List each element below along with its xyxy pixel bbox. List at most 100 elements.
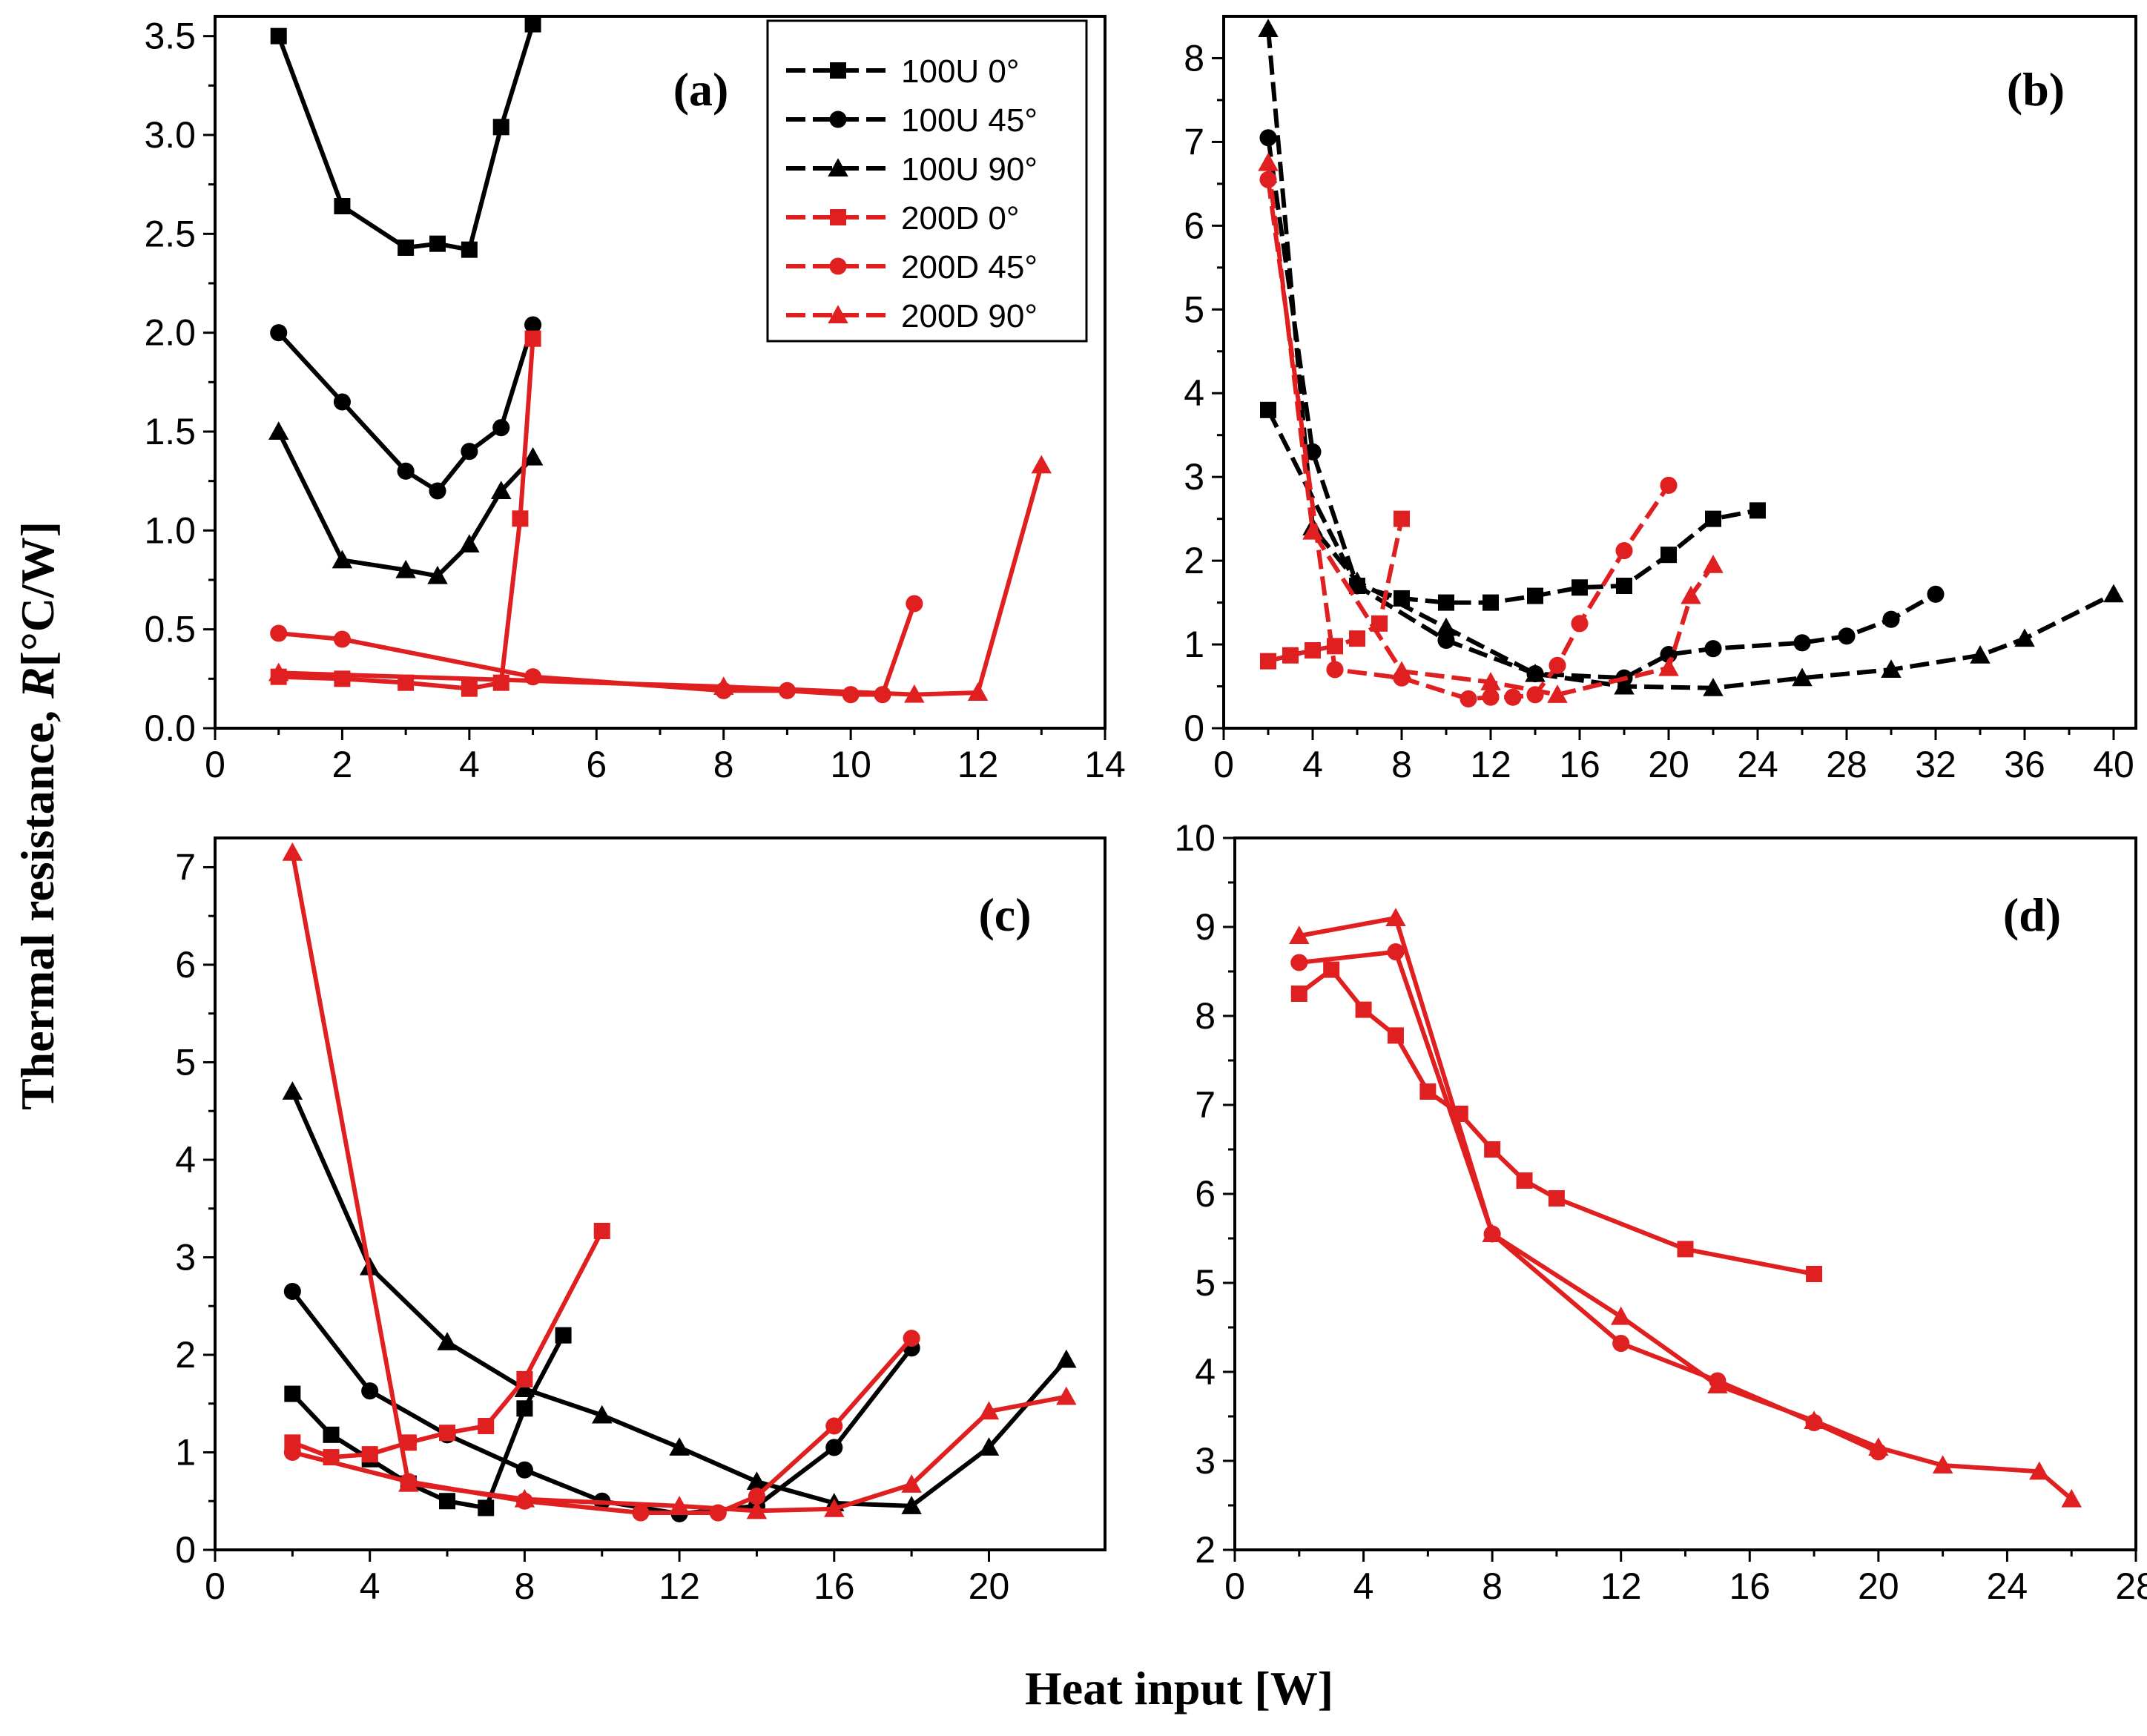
data-point-circle [1927,585,1945,603]
y-tick-label: 7 [175,846,196,888]
data-point-square [461,241,478,258]
data-point-circle [492,419,510,437]
data-series [1258,19,2124,696]
data-point-triangle [1482,1224,1503,1242]
data-point-square [1290,986,1307,1002]
y-tick-label: 0.0 [144,707,196,749]
y-tick-label: 5 [1195,1262,1216,1304]
data-series [270,595,923,704]
legend-swatch [786,62,890,79]
data-point-triangle [669,1496,690,1514]
data-point-triangle [978,1437,1000,1456]
data-series [268,421,544,584]
data-point-triangle [824,1499,845,1517]
y-tick-label: 1.0 [144,509,196,551]
data-point-triangle [490,481,512,499]
y-tick-label: 1 [175,1431,196,1473]
data-point-square [1394,510,1410,527]
data-point-square [1705,510,1721,527]
data-point-square [1438,594,1454,611]
legend-label: 100U 0° [901,53,1019,90]
x-tick-label: 24 [1737,744,1778,785]
data-point-circle [397,462,415,480]
panel-label: (c) [978,888,1031,941]
legend-swatch [786,158,890,176]
data-point-square [512,510,529,527]
x-tick-label: 0 [1213,744,1234,785]
data-point-square [398,240,415,256]
x-tick-label: 16 [1729,1565,1770,1607]
data-series [270,330,541,697]
legend-entry: 200D 90° [786,298,1038,334]
x-tick-label: 12 [659,1565,700,1607]
data-point-triangle [1792,667,1813,687]
y-tick-label: 2 [1184,540,1204,581]
data-point-triangle [1480,672,1501,690]
legend-entry: 100U 0° [786,53,1019,90]
x-tick-label: 6 [586,744,607,785]
data-point-triangle [522,446,544,466]
data-point-square [429,235,446,252]
data-point-circle [1290,954,1308,971]
data-point-circle [333,630,351,648]
data-point-circle [1259,129,1277,147]
data-point-square [1572,579,1588,596]
data-point-circle [283,1443,301,1462]
data-point-circle [1482,688,1500,706]
data-point-square [1387,1027,1404,1044]
legend-label: 200D 90° [901,298,1038,334]
data-point-triangle [1347,571,1368,590]
legend-label: 200D 45° [901,249,1038,286]
legend-box [766,19,1088,343]
data-point-square [1548,1190,1565,1207]
series-line [278,464,1044,697]
data-point-circle [1549,656,1566,674]
data-point-triangle [1056,1386,1077,1405]
data-point-triangle [1056,1349,1077,1368]
data-point-square [492,119,509,136]
data-point-circle [270,324,288,342]
x-tick-label: 16 [814,1565,855,1607]
data-point-circle [1571,615,1589,633]
legend-entry: 200D 45° [786,249,1038,286]
y-axis-title-unit: [°C/W] [11,521,64,667]
series-line [1266,179,1671,702]
y-axis-title: Thermal resistance, R[°C/W] [11,521,64,1110]
data-point-triangle [1258,19,1279,37]
data-series [270,16,541,258]
y-tick-label: 2.5 [144,213,196,254]
legend-swatch [786,257,890,275]
data-point-triangle [828,158,848,176]
data-point-triangle [398,1473,419,1492]
data-point-circle [429,482,446,500]
y-tick-label: 9 [1195,906,1216,948]
data-point-circle [1660,476,1678,495]
data-series [282,842,1077,1519]
x-tick-label: 20 [1858,1565,1899,1607]
y-tick-label: 1.5 [144,411,196,452]
data-series [1260,510,1410,670]
series-line [1266,409,1758,605]
data-point-triangle [967,682,989,701]
data-point-triangle [669,1437,690,1456]
series-line [1266,137,1937,681]
x-tick-label: 20 [969,1565,1010,1607]
data-point-circle [283,1282,301,1301]
data-point-square [516,1370,533,1387]
legend-label: 200D 0° [901,200,1019,237]
data-point-square [439,1425,456,1442]
data-point-triangle [978,1401,1000,1420]
data-point-square [524,16,541,33]
data-point-square [461,680,478,697]
data-point-square [555,1327,572,1344]
data-point-square [1806,1266,1823,1282]
y-tick-label: 7 [1184,121,1204,162]
data-point-circle [903,1330,920,1347]
data-point-triangle [2014,628,2035,647]
data-point-square [1660,547,1677,564]
data-point-triangle [268,662,289,681]
data-point-triangle [2061,1488,2082,1508]
x-tick-label: 4 [1353,1565,1374,1607]
data-series [1260,401,1766,611]
